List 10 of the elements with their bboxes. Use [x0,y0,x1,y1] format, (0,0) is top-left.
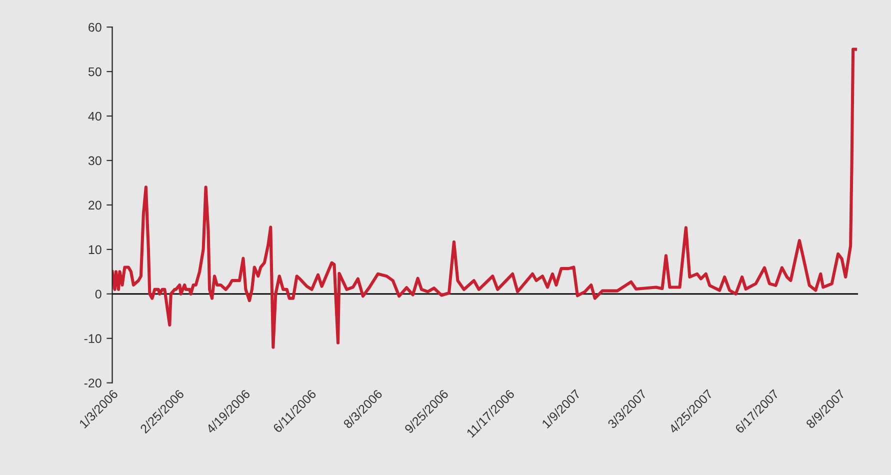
y-tick-label: 60 [88,22,102,32]
y-tick-label: -10 [84,334,102,344]
y-tick-label: 50 [88,67,102,76]
line-series [112,48,858,349]
y-tick-label: 0 [95,290,102,299]
y-tick-label: 40 [88,112,102,121]
y-tick-label: -20 [84,378,102,388]
y-tick-label: 20 [88,200,102,210]
y-tick-label: 30 [88,156,102,166]
y-tick-label: 10 [88,245,102,254]
